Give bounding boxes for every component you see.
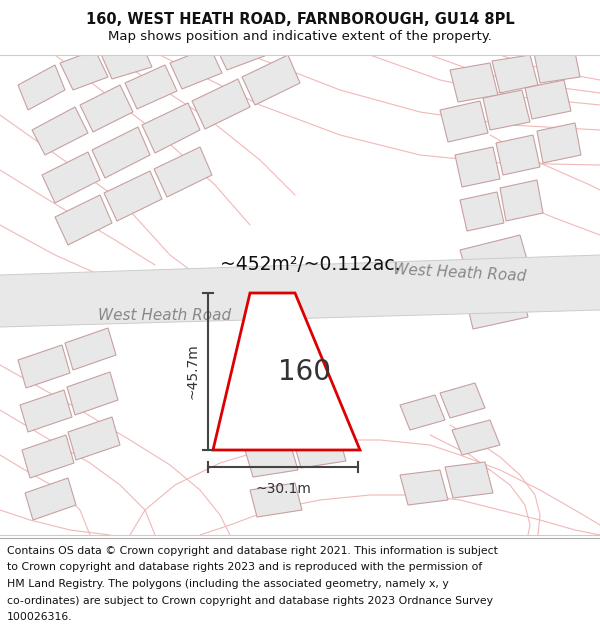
Polygon shape [492, 55, 538, 93]
Polygon shape [537, 123, 581, 163]
Polygon shape [445, 462, 493, 498]
Text: ~452m²/~0.112ac.: ~452m²/~0.112ac. [220, 256, 400, 274]
Polygon shape [55, 195, 112, 245]
Text: ~45.7m: ~45.7m [185, 344, 199, 399]
Polygon shape [400, 470, 448, 505]
Text: 100026316.: 100026316. [7, 612, 73, 622]
Polygon shape [0, 255, 600, 327]
Polygon shape [125, 65, 177, 109]
Polygon shape [67, 372, 118, 415]
Polygon shape [525, 80, 571, 119]
Polygon shape [286, 393, 338, 428]
Polygon shape [42, 152, 100, 203]
Polygon shape [142, 103, 200, 153]
Polygon shape [465, 283, 528, 329]
Polygon shape [460, 235, 530, 285]
Polygon shape [450, 63, 498, 102]
Polygon shape [460, 192, 504, 231]
Polygon shape [80, 85, 133, 132]
Polygon shape [400, 395, 445, 430]
Text: to Crown copyright and database rights 2023 and is reproduced with the permissio: to Crown copyright and database rights 2… [7, 562, 482, 572]
Polygon shape [440, 101, 488, 142]
Text: co-ordinates) are subject to Crown copyright and database rights 2023 Ordnance S: co-ordinates) are subject to Crown copyr… [7, 596, 493, 606]
Polygon shape [293, 433, 346, 468]
Polygon shape [500, 180, 543, 221]
Polygon shape [18, 345, 70, 388]
Text: 160, WEST HEATH ROAD, FARNBOROUGH, GU14 8PL: 160, WEST HEATH ROAD, FARNBOROUGH, GU14 … [86, 12, 514, 27]
Polygon shape [240, 403, 290, 438]
Polygon shape [22, 435, 74, 478]
Polygon shape [104, 171, 162, 221]
Polygon shape [20, 390, 72, 432]
Text: West Heath Road: West Heath Road [98, 308, 232, 322]
Polygon shape [68, 417, 120, 460]
Polygon shape [245, 443, 298, 477]
Text: ~30.1m: ~30.1m [255, 482, 311, 496]
Polygon shape [452, 420, 500, 455]
Text: West Heath Road: West Heath Road [393, 262, 527, 284]
Polygon shape [483, 90, 530, 130]
Polygon shape [192, 79, 250, 129]
Polygon shape [440, 383, 485, 418]
Polygon shape [455, 147, 500, 187]
Text: Contains OS data © Crown copyright and database right 2021. This information is : Contains OS data © Crown copyright and d… [7, 546, 498, 556]
Polygon shape [65, 328, 116, 370]
Polygon shape [213, 293, 360, 450]
Polygon shape [92, 127, 150, 178]
Polygon shape [250, 483, 302, 517]
Text: HM Land Registry. The polygons (including the associated geometry, namely x, y: HM Land Registry. The polygons (includin… [7, 579, 449, 589]
Polygon shape [32, 107, 88, 155]
Polygon shape [170, 47, 222, 89]
Polygon shape [25, 478, 76, 520]
Text: Map shows position and indicative extent of the property.: Map shows position and indicative extent… [108, 30, 492, 43]
Polygon shape [60, 50, 108, 90]
Text: 160: 160 [278, 357, 331, 386]
Polygon shape [215, 30, 267, 70]
Polygon shape [242, 55, 300, 105]
Polygon shape [100, 40, 152, 79]
Polygon shape [18, 65, 65, 110]
Polygon shape [154, 147, 212, 197]
Polygon shape [534, 47, 580, 83]
Polygon shape [496, 135, 540, 175]
